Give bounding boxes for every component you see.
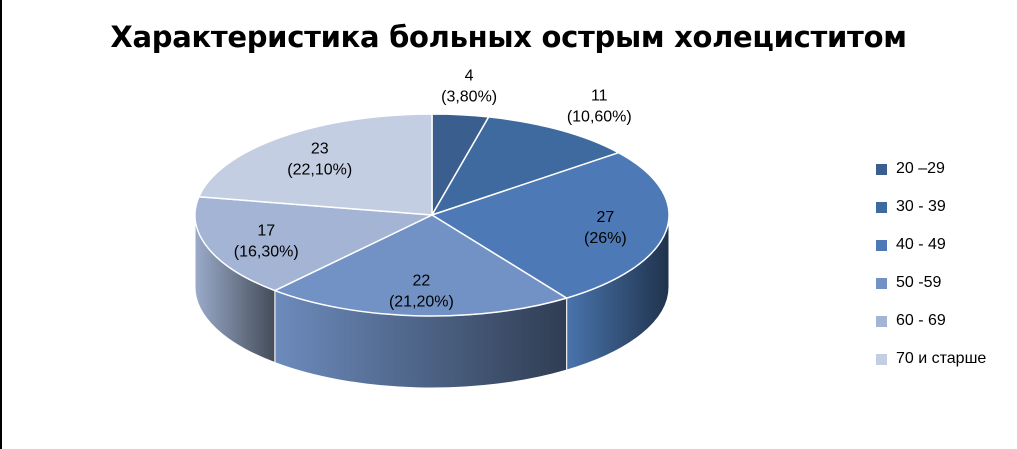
legend-item-1: 30 - 39 xyxy=(876,188,986,226)
legend-item-0: 20 –29 xyxy=(876,150,986,188)
pie-tops xyxy=(194,113,670,317)
legend-item-2: 40 - 49 xyxy=(876,226,986,264)
legend-label-3: 50 -59 xyxy=(896,274,942,291)
chart-title: Характеристика больных острым холецистит… xyxy=(110,20,907,54)
legend-swatch-4 xyxy=(876,315,887,327)
legend-label-5: 70 и старше xyxy=(896,350,987,367)
legend-item-5: 70 и старше xyxy=(876,340,986,378)
legend-swatch-3 xyxy=(876,277,887,289)
data-label-value-2: 27 xyxy=(596,209,614,226)
legend-swatch-5 xyxy=(876,353,887,365)
pie-slice-3 xyxy=(274,214,568,317)
data-label-percent-4: (16,30%) xyxy=(234,243,299,260)
legend-swatch-0 xyxy=(876,163,887,175)
legend-item-3: 50 -59 xyxy=(876,264,986,302)
data-label-value-4: 17 xyxy=(257,222,275,239)
data-label-percent-2: (26%) xyxy=(584,230,627,247)
legend-label-2: 40 - 49 xyxy=(896,236,946,253)
data-labels: 4 (3,80%) 11 (10,60%) 27 (26%) 22 (21,20%) 17 (16… xyxy=(234,68,632,311)
pie-slice-5 xyxy=(198,113,433,216)
data-label-value-0: 4 xyxy=(465,68,474,85)
frame-left-border xyxy=(0,0,2,449)
legend-label-1: 30 - 39 xyxy=(896,198,946,215)
data-label-value-5: 23 xyxy=(311,141,329,158)
legend-label-4: 60 - 69 xyxy=(896,312,946,329)
data-label-percent-5: (22,10%) xyxy=(287,162,352,179)
data-label-value-3: 22 xyxy=(413,273,431,290)
data-label-percent-0: (3,80%) xyxy=(441,89,497,106)
pie-side-walls xyxy=(194,214,670,389)
legend-swatch-1 xyxy=(876,201,887,213)
pie-slice-2 xyxy=(431,151,670,299)
data-label-value-1: 11 xyxy=(591,88,608,105)
legend-item-4: 60 - 69 xyxy=(876,302,986,340)
legend-label-0: 20 –29 xyxy=(896,160,945,177)
legend: 20 –29 30 - 39 40 - 49 50 -59 60 - 69 70 и ст… xyxy=(876,150,986,378)
data-label-percent-1: (10,60%) xyxy=(567,109,632,126)
pie-slice-4 xyxy=(194,196,433,292)
data-label-percent-3: (21,20%) xyxy=(389,294,454,311)
pie-slice-1 xyxy=(431,116,620,216)
legend-swatch-2 xyxy=(876,239,887,251)
